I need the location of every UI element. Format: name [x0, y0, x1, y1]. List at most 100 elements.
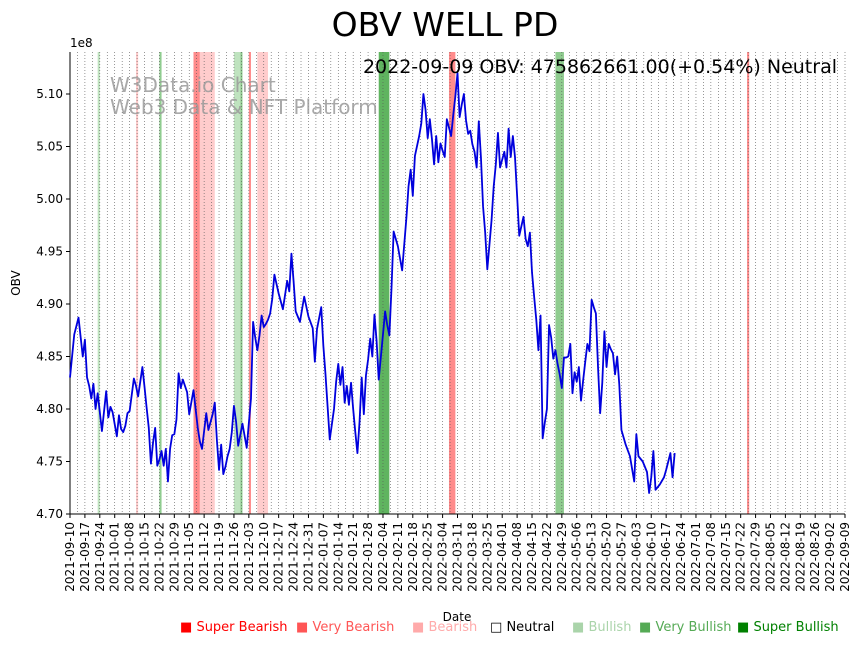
x-tick-label: 2022-02-25 [421, 522, 435, 592]
legend-label: Bearish [428, 620, 478, 635]
x-tick-label: 2022-04-15 [525, 522, 539, 592]
legend-item-super-bullish: ■ Super Bullish [737, 620, 839, 635]
signal-band-very-bearish [448, 52, 456, 514]
legend: ■ Super Bearish ■ Very Bearish ■ Bearish… [0, 620, 862, 638]
legend-label: Super Bullish [753, 620, 839, 635]
legend-item-neutral: □ Neutral [490, 620, 554, 635]
y-tick-label: 4.85 [36, 350, 63, 364]
legend-swatch-icon: □ [490, 620, 503, 635]
obv-series-line [69, 72, 676, 494]
x-tick-label: 2022-09-09 [838, 522, 852, 592]
latest-value-annotation: 2022-09-09 OBV: 475862661.00(+0.54%) Neu… [363, 56, 837, 78]
x-tick-label: 2021-10-15 [138, 522, 152, 592]
legend-swatch-icon: ■ [572, 620, 585, 635]
signal-band-bearish [257, 52, 269, 514]
x-tick-label: 2021-12-10 [257, 522, 271, 592]
signal-band-super-bullish [378, 52, 390, 514]
legend-swatch-icon: ■ [737, 620, 750, 635]
x-tick-label: 2022-04-08 [510, 522, 524, 592]
y-axis-label: OBV [9, 269, 23, 295]
legend-item-bullish: ■ Bullish [572, 620, 631, 635]
y-multiplier-label: 1e8 [70, 36, 93, 50]
x-tick-label: 2021-09-10 [63, 522, 77, 592]
x-tick-label: 2021-10-22 [152, 522, 166, 592]
x-tick-label: 2022-05-13 [585, 522, 599, 592]
x-tick-label: 2022-01-14 [331, 522, 345, 592]
x-tick-label: 2022-07-08 [704, 522, 718, 592]
legend-swatch-icon: ■ [296, 620, 309, 635]
x-tick-label: 2022-01-28 [361, 522, 375, 592]
x-tick-label: 2021-12-31 [301, 522, 315, 592]
signal-band-very-bullish [555, 52, 564, 514]
x-tick-label: 2021-09-24 [93, 522, 107, 592]
x-tick-label: 2021-11-12 [197, 522, 211, 592]
x-tick-label: 2021-10-29 [167, 522, 181, 592]
x-tick-label: 2022-04-22 [540, 522, 554, 592]
x-tick-label: 2022-06-03 [629, 522, 643, 592]
y-tick-label: 5.10 [36, 87, 63, 101]
x-tick-label: 2022-05-27 [614, 522, 628, 592]
x-tick-label: 2021-12-24 [287, 522, 301, 592]
x-tick-label: 2022-02-11 [391, 522, 405, 592]
legend-label: Neutral [506, 620, 555, 635]
signal-band-bearish [199, 52, 215, 514]
x-tick-label: 2022-07-22 [734, 522, 748, 592]
x-tick-label: 2021-10-08 [123, 522, 137, 592]
x-tick-label: 2022-04-01 [495, 522, 509, 592]
x-tick-label: 2022-02-18 [406, 522, 420, 592]
x-tick-label: 2022-07-15 [719, 522, 733, 592]
y-tick-label: 4.95 [36, 245, 63, 259]
x-tick-label: 2021-11-19 [212, 522, 226, 592]
chart-title: OBV WELL PD [332, 5, 559, 44]
x-tick-label: 2022-05-06 [570, 522, 584, 592]
signal-band-bullish [97, 52, 100, 514]
legend-label: Super Bearish [196, 620, 288, 635]
x-tick-label: 2022-09-02 [823, 522, 837, 592]
y-tick-label: 5.00 [36, 192, 63, 206]
signal-band-very-bullish [159, 52, 162, 514]
x-tick-label: 2022-01-07 [316, 522, 330, 592]
signal-band-very-bearish [248, 52, 251, 514]
legend-item-bearish: ■ Bearish [412, 620, 477, 635]
x-tick-label: 2022-08-05 [763, 522, 777, 592]
legend-item-very-bullish: ■ Very Bullish [639, 620, 732, 635]
legend-label: Bullish [588, 620, 632, 635]
watermark-line-2: Web3 Data & NFT Platform [110, 95, 378, 119]
x-tick-label: 2021-12-17 [272, 522, 286, 592]
legend-swatch-icon: ■ [639, 620, 652, 635]
legend-swatch-icon: ■ [180, 620, 193, 635]
y-tick-label: 4.90 [36, 297, 63, 311]
x-tick-label: 2022-06-10 [644, 522, 658, 592]
x-tick-label: 2022-03-25 [480, 522, 494, 592]
watermark-line-1: W3Data.io Chart [110, 73, 276, 97]
x-tick-label: 2021-11-26 [227, 522, 241, 592]
x-tick-label: 2021-09-17 [78, 522, 92, 592]
x-tick-label: 2022-05-20 [600, 522, 614, 592]
vertical-gridlines [69, 52, 846, 514]
x-tick-label: 2022-03-11 [451, 522, 465, 592]
x-tick-label: 2022-07-29 [749, 522, 763, 592]
y-tick-label: 4.75 [36, 455, 63, 469]
y-tick-label: 4.80 [36, 402, 63, 416]
x-tick-label: 2021-12-03 [242, 522, 256, 592]
x-tick-label: 2021-11-05 [182, 522, 196, 592]
legend-swatch-icon: ■ [412, 620, 425, 635]
legend-item-super-bearish: ■ Super Bearish [180, 620, 288, 635]
legend-label: Very Bullish [655, 620, 732, 635]
x-tick-label: 2022-03-18 [465, 522, 479, 592]
x-tick-label: 2022-03-04 [436, 522, 450, 592]
x-tick-label: 2022-06-24 [674, 522, 688, 592]
y-ticks: 4.70 4.75 4.80 4.85 4.90 4.95 5.00 5.05 5.10 [36, 87, 70, 521]
x-tick-label: 2022-02-04 [376, 522, 390, 592]
legend-item-very-bearish: ■ Very Bearish [296, 620, 394, 635]
x-ticks: 2021-09-10 2021-09-17 2021-09-24 2021-10-01… [63, 514, 852, 592]
x-tick-label: 2022-04-29 [555, 522, 569, 592]
signal-band-bullish [233, 52, 241, 514]
legend-label: Very Bearish [312, 620, 395, 635]
x-tick-label: 2021-10-01 [108, 522, 122, 592]
x-tick-label: 2022-06-17 [659, 522, 673, 592]
x-tick-label: 2022-01-21 [346, 522, 360, 592]
x-tick-label: 2022-07-01 [689, 522, 703, 592]
x-axis-label: Date [443, 610, 472, 624]
